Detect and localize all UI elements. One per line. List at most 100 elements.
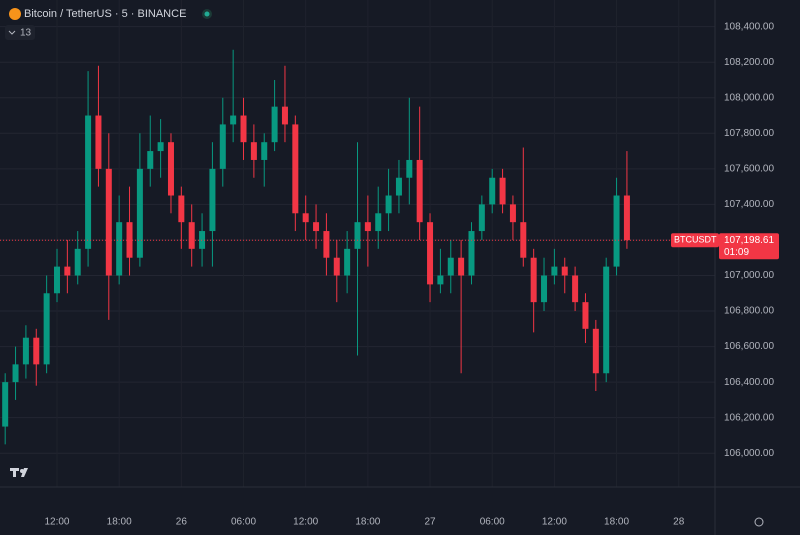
candle-body <box>302 213 309 223</box>
candle-body <box>53 266 60 294</box>
settings-icon[interactable] <box>754 517 764 527</box>
candle-body <box>458 257 465 276</box>
y-tick-label: 106,600.00 <box>724 341 774 352</box>
candle-body <box>344 248 351 276</box>
candle-body <box>33 337 40 365</box>
candle-body <box>582 302 589 329</box>
candle-body <box>22 337 29 365</box>
coin-icon <box>9 8 21 20</box>
y-tick-label: 106,400.00 <box>724 377 774 388</box>
candle-body <box>240 115 247 143</box>
countdown: 01:09 <box>724 247 749 258</box>
y-tick-label: 106,800.00 <box>724 306 774 317</box>
candle-body <box>468 231 475 276</box>
candle-body <box>64 266 71 276</box>
x-tick-label: 06:00 <box>480 517 505 528</box>
y-tick-label: 107,600.00 <box>724 163 774 174</box>
symbol-label: BTCUSDT <box>674 235 717 245</box>
candle-body <box>12 364 19 383</box>
market-status-dot <box>204 11 210 17</box>
candle-body <box>147 151 154 169</box>
candle-body <box>219 124 226 169</box>
y-tick-label: 106,200.00 <box>724 412 774 423</box>
candle-body <box>188 222 195 249</box>
candle-body <box>478 204 485 232</box>
candle-body <box>313 222 320 232</box>
y-tick-label: 107,000.00 <box>724 270 774 281</box>
candle-body <box>375 213 382 232</box>
candle-body <box>551 266 558 276</box>
candle-body <box>530 257 537 303</box>
candle-body <box>333 257 340 276</box>
candle-body <box>43 293 50 365</box>
y-tick-label: 108,200.00 <box>724 57 774 68</box>
candle-body <box>592 328 599 374</box>
candle-body <box>520 222 527 258</box>
candle-body <box>623 195 630 241</box>
x-tick-label: 18:00 <box>355 517 380 528</box>
symbol-badge <box>671 233 719 248</box>
candle-body <box>292 124 299 214</box>
x-tick-label: 27 <box>424 517 436 528</box>
candle-body <box>74 248 81 276</box>
candle-body <box>199 231 206 249</box>
indicators-toggle[interactable] <box>5 25 35 40</box>
last-price-label: 107,198.61 <box>724 235 774 246</box>
candle-body <box>406 159 413 178</box>
candle-body <box>85 115 92 249</box>
y-tick-label: 107,800.00 <box>724 128 774 139</box>
candle-body <box>613 195 620 267</box>
candle-body <box>437 275 444 285</box>
y-tick-label: 108,400.00 <box>724 21 774 32</box>
candle-body <box>281 106 288 125</box>
x-tick-label: 12:00 <box>44 517 69 528</box>
candle-body <box>95 115 102 169</box>
x-tick-label: 12:00 <box>542 517 567 528</box>
candle-body <box>136 168 143 258</box>
x-tick-label: 26 <box>176 517 188 528</box>
candle-body <box>447 257 454 276</box>
candle-body <box>364 222 371 232</box>
candle-body <box>250 142 257 160</box>
candle-body <box>427 222 434 285</box>
candle-body <box>2 382 9 427</box>
candle-body <box>541 275 548 303</box>
x-tick-label: 18:00 <box>604 517 629 528</box>
indicators-count: 13 <box>20 28 32 39</box>
candle-body <box>116 222 123 276</box>
candle-body <box>603 266 610 374</box>
candle-body <box>489 177 496 205</box>
candle-body <box>209 168 216 232</box>
candle-body <box>509 204 516 223</box>
x-tick-label: 12:00 <box>293 517 318 528</box>
x-tick-label: 06:00 <box>231 517 256 528</box>
tv-logo <box>10 468 28 477</box>
y-tick-label: 108,000.00 <box>724 92 774 103</box>
candle-body <box>261 142 268 160</box>
candle-body <box>572 275 579 303</box>
candle-body <box>416 159 423 223</box>
candle-body <box>105 168 112 276</box>
candle-body <box>323 231 330 258</box>
y-tick-label: 106,000.00 <box>724 448 774 459</box>
candle-body <box>561 266 568 276</box>
candle-body <box>157 142 164 152</box>
symbol-title: Bitcoin / TetherUS · 5 · BINANCE <box>24 8 186 20</box>
x-tick-label: 18:00 <box>107 517 132 528</box>
candles <box>2 49 630 445</box>
chevron <box>8 30 16 35</box>
candle-body <box>271 106 278 143</box>
candle-body <box>499 177 506 205</box>
x-tick-label: 28 <box>673 517 685 528</box>
candle-body <box>178 195 185 223</box>
candle-body <box>354 222 361 249</box>
candle-body <box>167 142 174 196</box>
candle-body <box>395 177 402 196</box>
candle-body <box>230 115 237 125</box>
price-badge <box>719 233 779 260</box>
y-tick-label: 107,400.00 <box>724 199 774 210</box>
candle-body <box>385 195 392 214</box>
